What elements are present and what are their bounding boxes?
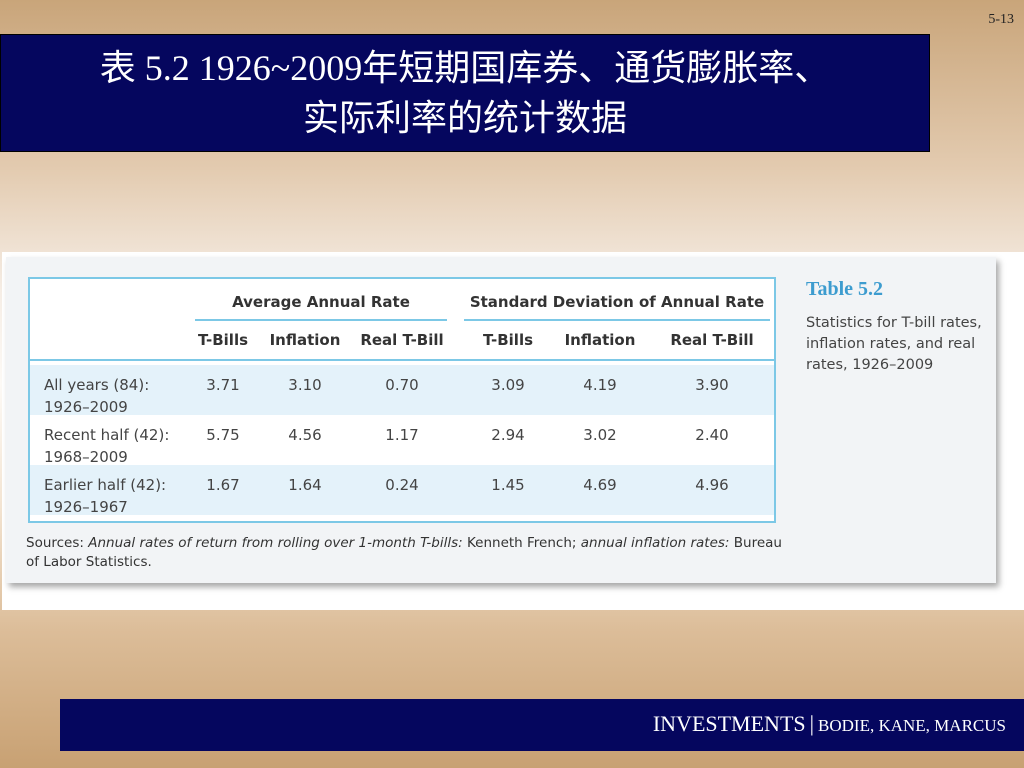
group-underline-average bbox=[195, 319, 447, 321]
table-cell: 3.09 bbox=[491, 376, 525, 394]
book-title: INVESTMENTS bbox=[652, 711, 806, 736]
column-header: T-Bills bbox=[197, 331, 249, 349]
row-label: All years (84): 1926–2009 bbox=[44, 376, 150, 416]
table-cell: 1.17 bbox=[385, 426, 419, 444]
table-figure: Average Annual Rate Standard Deviation o… bbox=[2, 252, 1024, 610]
footer-bar: INVESTMENTS | BODIE, KANE, MARCUS bbox=[60, 699, 1024, 751]
column-header: Real T-Bill bbox=[670, 331, 754, 349]
table-card: Average Annual Rate Standard Deviation o… bbox=[6, 257, 996, 583]
table-cell: 4.69 bbox=[583, 476, 617, 494]
table-cell: 2.94 bbox=[491, 426, 525, 444]
table-cell: 4.96 bbox=[695, 476, 729, 494]
table-cell: 2.40 bbox=[695, 426, 729, 444]
column-header: T-Bills bbox=[482, 331, 534, 349]
table-cell: 0.24 bbox=[385, 476, 419, 494]
table-cell: 4.19 bbox=[583, 376, 617, 394]
footer-credit: INVESTMENTS | BODIE, KANE, MARCUS bbox=[653, 711, 1006, 737]
table-cell: 1.64 bbox=[288, 476, 322, 494]
table-row: Recent half (42): 1968–2009 5.75 4.56 1.1… bbox=[30, 415, 774, 466]
title-line-2: 实际利率的统计数据 bbox=[302, 98, 627, 138]
group-underline-stddev bbox=[464, 319, 770, 321]
footer-separator: | bbox=[809, 711, 815, 736]
group-header-stddev: Standard Deviation of Annual Rate bbox=[469, 293, 765, 311]
row-label: Recent half (42): 1968–2009 bbox=[44, 426, 170, 466]
caption-text: Statistics for T-bill rates, inflation r… bbox=[806, 315, 982, 373]
caption-title: Table 5.2 bbox=[806, 278, 884, 300]
table-cell: 3.71 bbox=[206, 376, 240, 394]
slide-number: 5-13 bbox=[988, 12, 1014, 27]
statistics-table: Average Annual Rate Standard Deviation o… bbox=[28, 277, 776, 523]
authors: BODIE, KANE, MARCUS bbox=[818, 716, 1006, 735]
group-header-average: Average Annual Rate bbox=[232, 293, 410, 311]
sources-note: Sources: Annual rates of return from rol… bbox=[26, 535, 782, 570]
header-rule bbox=[30, 359, 774, 361]
table-cell: 3.02 bbox=[583, 426, 617, 444]
column-header: Real T-Bill bbox=[360, 331, 444, 349]
table-row: Earlier half (42): 1926–1967 1.67 1.64 0.… bbox=[30, 465, 774, 516]
table-cell: 0.70 bbox=[385, 376, 419, 394]
column-header: Inflation bbox=[564, 331, 636, 349]
table-cell: 5.75 bbox=[206, 426, 240, 444]
table-cell: 1.67 bbox=[206, 476, 240, 494]
table-row: All years (84): 1926–2009 3.71 3.10 0.70 … bbox=[30, 365, 774, 416]
table-cell: 3.90 bbox=[695, 376, 729, 394]
table-cell: 4.56 bbox=[288, 426, 322, 444]
table-cell: 1.45 bbox=[491, 476, 525, 494]
column-header: Inflation bbox=[269, 331, 341, 349]
table-cell: 3.10 bbox=[288, 376, 322, 394]
title-line-1: 表 5.2 1926~2009年短期国库券、通货膨胀率、 bbox=[99, 48, 831, 88]
slide-title: 表 5.2 1926~2009年短期国库券、通货膨胀率、 实际利率的统计数据 bbox=[0, 34, 930, 152]
row-label: Earlier half (42): 1926–1967 bbox=[44, 476, 167, 516]
